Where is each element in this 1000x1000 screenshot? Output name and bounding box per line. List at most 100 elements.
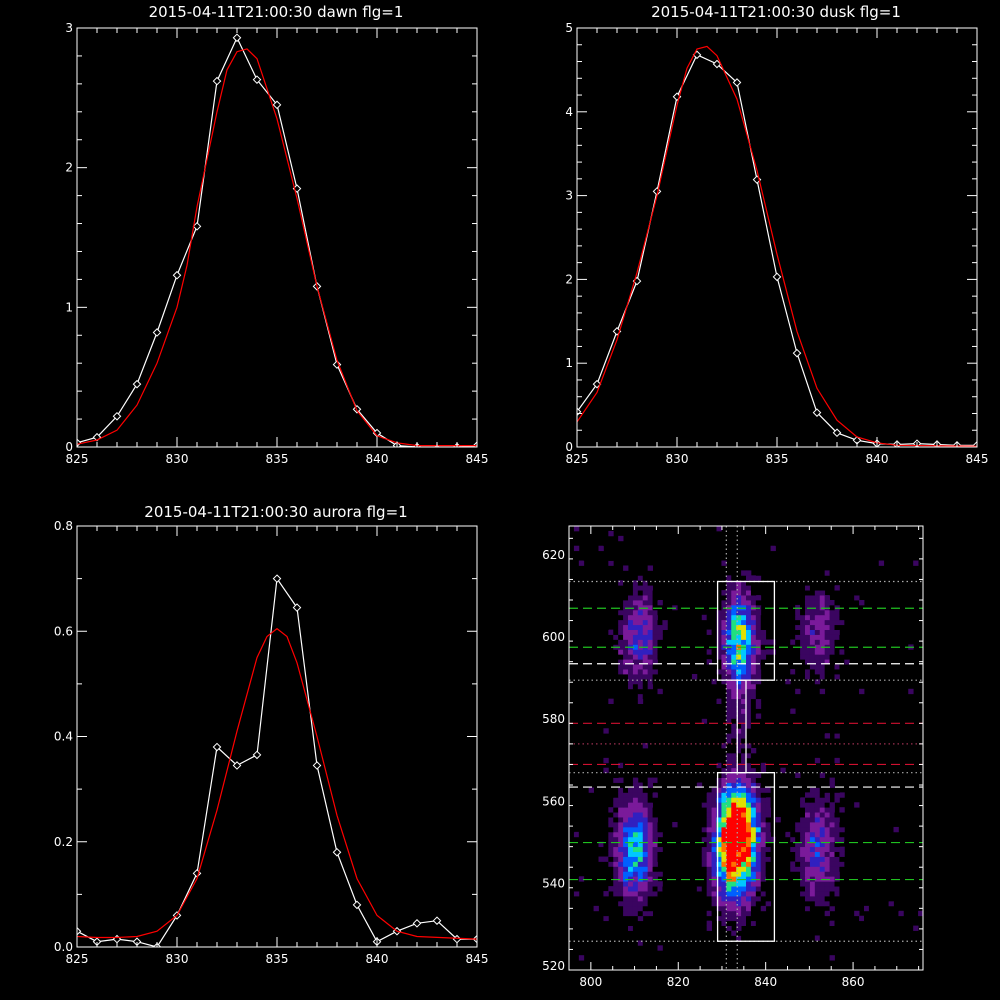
heatmap-cell bbox=[642, 940, 649, 946]
heatmap-cell bbox=[726, 905, 732, 912]
heatmap-cell bbox=[637, 772, 644, 778]
heatmap-cell bbox=[721, 752, 727, 759]
heatmap-cell bbox=[628, 619, 634, 626]
heatmap-cell bbox=[726, 752, 732, 759]
heatmap-cell bbox=[750, 886, 757, 892]
heatmap-cell bbox=[849, 861, 855, 867]
heatmap-cell bbox=[741, 861, 747, 867]
heatmap-cell bbox=[800, 955, 806, 961]
image-x-tick-label: 840 bbox=[754, 975, 777, 989]
heatmap-cell bbox=[618, 866, 624, 872]
heatmap-cell bbox=[628, 649, 634, 655]
heatmap-cell bbox=[760, 856, 767, 862]
heatmap-cell bbox=[839, 900, 845, 907]
heatmap-cell bbox=[637, 866, 644, 872]
heatmap-cell bbox=[859, 920, 865, 926]
heatmap-cell bbox=[569, 792, 575, 798]
heatmap-cell bbox=[696, 713, 703, 719]
heatmap-cell bbox=[647, 856, 653, 862]
heatmap-cell bbox=[800, 896, 806, 902]
dawn-plot-area bbox=[77, 33, 477, 447]
heatmap-cell bbox=[760, 629, 767, 635]
heatmap-cell bbox=[642, 905, 649, 912]
heatmap-cell bbox=[726, 792, 732, 798]
heatmap-cell bbox=[588, 856, 594, 862]
heatmap-cell bbox=[628, 826, 634, 833]
heatmap-cell bbox=[834, 624, 840, 630]
heatmap-cell bbox=[711, 787, 717, 793]
heatmap-cell bbox=[672, 674, 678, 680]
heatmap-cell bbox=[746, 777, 752, 783]
heatmap-cell bbox=[573, 545, 580, 552]
heatmap-cell bbox=[613, 841, 619, 848]
heatmap-cell bbox=[677, 708, 683, 714]
heatmap-cell bbox=[711, 654, 717, 660]
heatmap-cell bbox=[908, 664, 914, 670]
heatmap-cell bbox=[613, 659, 619, 665]
heatmap-cell bbox=[741, 575, 747, 581]
aurora-x-tick-label: 830 bbox=[166, 952, 189, 966]
heatmap-cell bbox=[819, 649, 826, 655]
heatmap-cell bbox=[647, 950, 653, 956]
heatmap-cell bbox=[569, 950, 575, 956]
heatmap-cell bbox=[632, 871, 639, 877]
image-y-tick-label: 540 bbox=[542, 877, 565, 891]
heatmap-cell bbox=[760, 743, 767, 749]
heatmap-cell bbox=[809, 876, 816, 882]
heatmap-cell bbox=[819, 639, 826, 645]
heatmap-cell bbox=[632, 881, 639, 887]
heatmap-cell bbox=[632, 654, 639, 660]
heatmap-cell bbox=[623, 787, 629, 793]
heatmap-cell bbox=[770, 639, 776, 645]
heatmap-cell bbox=[632, 614, 639, 621]
heatmap-cell bbox=[741, 846, 747, 852]
heatmap-cell bbox=[731, 649, 737, 655]
heatmap-cell bbox=[647, 777, 653, 783]
heatmap-cell bbox=[760, 762, 767, 769]
heatmap-cell bbox=[834, 881, 840, 887]
heatmap-cell bbox=[598, 555, 604, 561]
heatmap-cell bbox=[726, 604, 732, 611]
heatmap-cell bbox=[883, 669, 889, 675]
heatmap-cell bbox=[741, 807, 747, 813]
heatmap-cell bbox=[647, 802, 653, 808]
dusk-plot-frame bbox=[576, 27, 978, 448]
heatmap-cell bbox=[623, 767, 629, 774]
heatmap-cell bbox=[632, 678, 639, 685]
heatmap-cell bbox=[765, 738, 771, 744]
heatmap-cell bbox=[750, 723, 757, 729]
heatmap-cell bbox=[913, 678, 919, 685]
heatmap-cell bbox=[667, 792, 673, 798]
heatmap-cell bbox=[750, 900, 757, 907]
heatmap-cell bbox=[731, 619, 737, 626]
heatmap-cell bbox=[632, 649, 639, 655]
heatmap-cell bbox=[741, 654, 747, 660]
heatmap-cell bbox=[642, 856, 649, 862]
heatmap-cell bbox=[741, 910, 747, 917]
heatmap-cell bbox=[696, 822, 703, 828]
heatmap-cell bbox=[770, 545, 776, 552]
heatmap-cell bbox=[819, 718, 826, 724]
heatmap-cell bbox=[628, 585, 634, 591]
heatmap-cell bbox=[642, 836, 649, 843]
heatmap-cell bbox=[750, 634, 757, 640]
heatmap-cell bbox=[859, 851, 865, 857]
heatmap-cell bbox=[746, 713, 752, 719]
heatmap-cell bbox=[701, 841, 708, 848]
heatmap-cell bbox=[800, 861, 806, 867]
heatmap-cell bbox=[888, 896, 894, 902]
heatmap-cell bbox=[741, 787, 747, 793]
image-plot-frame bbox=[568, 525, 924, 971]
heatmap-cell bbox=[696, 802, 703, 808]
heatmap-cell bbox=[657, 629, 663, 635]
image-y-tick-label: 580 bbox=[542, 712, 565, 726]
heatmap-cell bbox=[918, 738, 924, 744]
heatmap-cell bbox=[741, 683, 747, 690]
heatmap-cell bbox=[878, 526, 885, 532]
dawn-data-point bbox=[252, 75, 262, 84]
heatmap-cell bbox=[613, 886, 619, 892]
heatmap-cell bbox=[736, 910, 742, 917]
heatmap-cell bbox=[755, 649, 762, 655]
dawn-x-tick-label: 830 bbox=[166, 452, 189, 466]
heatmap-cell bbox=[834, 659, 840, 665]
